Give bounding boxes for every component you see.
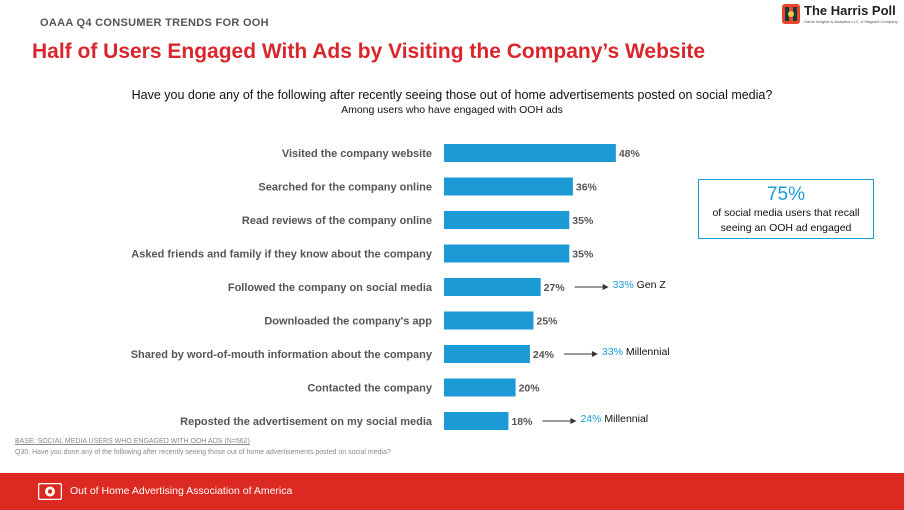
annotation-arrow-head (602, 284, 609, 290)
base-note: BASE: SOCIAL MEDIA USERS WHO ENGAGED WIT… (15, 438, 250, 445)
data-label: 48% (619, 148, 641, 160)
bar (444, 177, 573, 196)
annotation-label: 33% Gen Z (613, 279, 667, 291)
data-label: 27% (544, 282, 566, 294)
data-label: 18% (511, 416, 533, 428)
callout-text-line2: seeing an OOH ad engaged (720, 222, 852, 234)
footer-text: Out of Home Advertising Association of A… (70, 485, 293, 497)
data-label: 20% (519, 383, 541, 395)
eyebrow-title: OAAA Q4 CONSUMER TRENDS FOR OOH (40, 17, 269, 29)
data-label: 35% (572, 249, 594, 261)
data-label: 25% (537, 316, 559, 328)
category-label: Downloaded the company's app (264, 316, 432, 328)
question-note: Q30. Have you done any of the following … (15, 449, 391, 456)
survey-subquestion: Among users who have engaged with OOH ad… (341, 104, 563, 116)
callout-value: 75% (766, 184, 806, 205)
category-label: Reposted the advertisement on my social … (180, 416, 433, 428)
annotation-label: 24% Millennial (580, 413, 648, 425)
bar (444, 311, 534, 330)
category-label: Read reviews of the company online (242, 215, 432, 227)
brand-subtitle: Harris Insights & Analytics LLC, A Stagw… (804, 19, 898, 24)
oaaa-logo-icon (38, 483, 62, 500)
category-label: Visited the company website (282, 148, 432, 160)
data-label: 24% (533, 349, 555, 361)
category-label: Asked friends and family if they know ab… (131, 249, 433, 261)
annotation-arrow-head (591, 351, 598, 357)
data-label: 36% (576, 182, 598, 194)
harris-poll-icon (782, 4, 800, 24)
footer-bar: Out of Home Advertising Association of A… (0, 473, 904, 510)
category-label: Shared by word-of-mouth information abou… (131, 349, 433, 361)
category-label: Searched for the company online (258, 182, 432, 194)
bar (444, 244, 570, 263)
bar-chart: Visited the company website 48% Searched f… (131, 144, 670, 430)
category-label: Followed the company on social media (228, 282, 433, 294)
survey-question: Have you done any of the following after… (131, 88, 773, 102)
annotation-arrow-head (570, 418, 577, 424)
annotation-label: 33% Millennial (602, 346, 670, 358)
category-label: Contacted the company (307, 383, 433, 395)
harris-poll-logo: The Harris Poll Harris Insights & Analyt… (782, 3, 900, 27)
brand-name: The Harris Poll (804, 3, 896, 18)
page-title: Half of Users Engaged With Ads by Visiti… (32, 40, 706, 63)
bar (444, 412, 509, 430)
callout-text-line1: of social media users that recall (712, 207, 860, 219)
bar (444, 144, 616, 162)
data-label: 35% (572, 215, 594, 227)
bar (444, 211, 570, 229)
bar (444, 378, 516, 397)
bar (444, 345, 530, 363)
callout-box: 75% of social media users that recall se… (698, 179, 874, 239)
bar (444, 278, 541, 296)
